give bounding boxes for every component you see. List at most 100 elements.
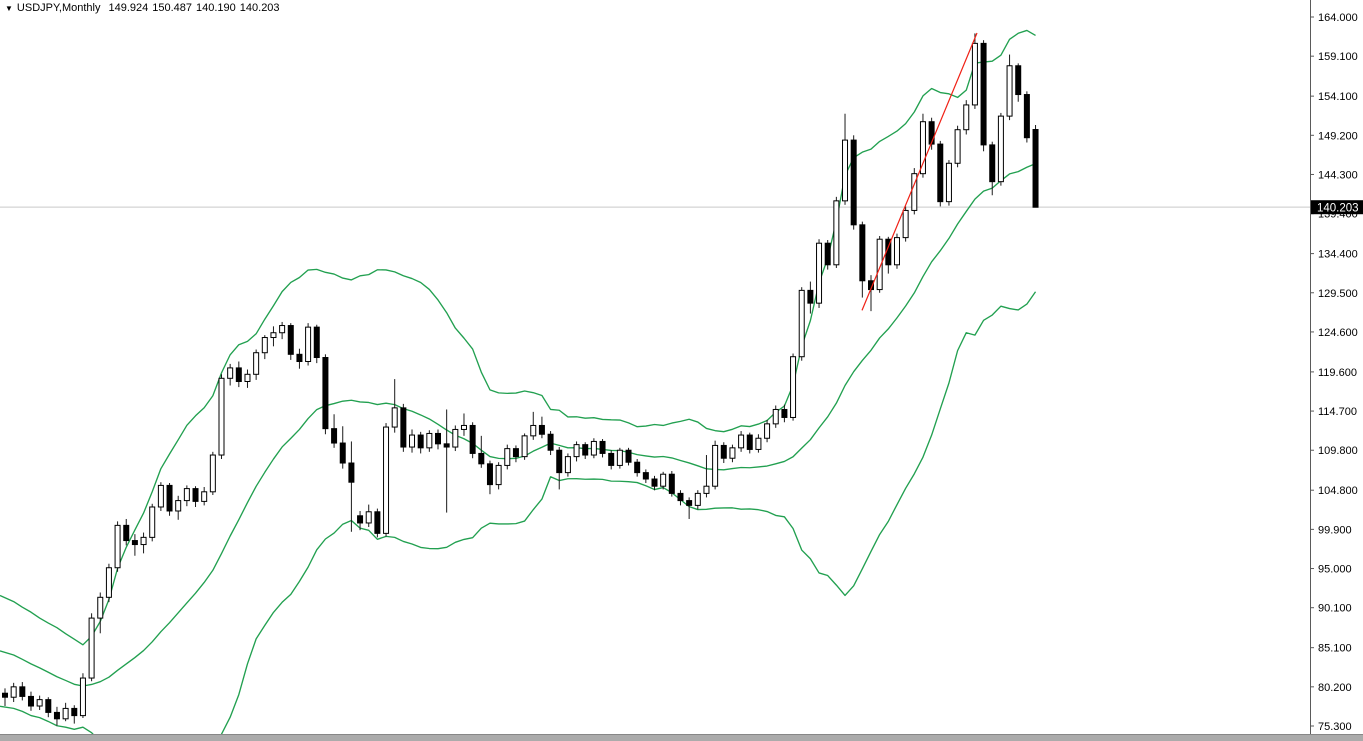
candle-down (1015, 65, 1022, 96)
candle-up (383, 426, 390, 534)
candle-up (79, 677, 86, 717)
price-axis-label: 164.000 (1318, 12, 1358, 24)
candle-up (97, 596, 104, 619)
candle-up (790, 356, 797, 418)
candle-up (279, 325, 286, 334)
candle-down (166, 484, 173, 512)
candle-down (53, 711, 60, 720)
price-axis-label: 104.800 (1318, 485, 1358, 497)
price-axis-label: 75.300 (1318, 721, 1352, 733)
candle-up (504, 448, 511, 466)
candle-up (919, 121, 926, 175)
candle-down (807, 289, 814, 304)
candle-down (608, 452, 615, 466)
ohlc-open: 149.924 (108, 2, 149, 14)
candle-up (842, 139, 849, 202)
candle-up (201, 491, 208, 502)
current-price-badge-bg (1311, 200, 1363, 215)
candle-down (2, 692, 8, 698)
candle-down (582, 444, 589, 456)
ohlc-low: 140.190 (196, 2, 236, 14)
candle-up (876, 238, 883, 291)
candle-up (1006, 65, 1013, 117)
candle-up (261, 337, 268, 354)
price-axis-label: 154.100 (1318, 91, 1358, 103)
candle-down (348, 462, 355, 483)
candle-up (218, 377, 225, 456)
candle-down (123, 524, 130, 542)
bollinger-upper-line (0, 29, 1036, 646)
candle-down (746, 434, 753, 450)
price-axis-label: 129.500 (1318, 288, 1358, 300)
bollinger-lower-line (0, 291, 1037, 741)
candle-up (902, 209, 909, 239)
candle-down (417, 434, 424, 449)
candle-up (409, 434, 416, 448)
candle-up (253, 352, 260, 375)
candle-up (772, 408, 779, 425)
candle-down (634, 461, 641, 474)
price-axis-label: 134.400 (1318, 249, 1358, 261)
candle-up (10, 686, 17, 698)
current-price-badge-text: 140.203 (1317, 203, 1359, 215)
candle-up (963, 104, 970, 131)
candle-up (175, 500, 182, 512)
candle-up (660, 473, 667, 487)
dropdown-triangle-icon: ▼ (5, 3, 13, 13)
candle-up (893, 237, 900, 266)
price-axis-label: 109.800 (1318, 445, 1358, 457)
candle-down (287, 325, 294, 355)
price-axis-label: 95.000 (1318, 564, 1352, 576)
candle-up (305, 326, 312, 363)
candles-layer (2, 33, 1039, 726)
current-price-badge: 140.203 (1311, 200, 1363, 215)
candle-down (677, 492, 684, 502)
candle-up (105, 567, 112, 598)
candle-down (1023, 94, 1030, 139)
price-axis-label: 149.200 (1318, 130, 1358, 142)
candle-down (435, 432, 441, 445)
candle-down (824, 242, 831, 266)
ohlc-high: 150.487 (152, 2, 193, 14)
candle-down (357, 515, 364, 524)
price-axis[interactable]: 164.000159.100154.100149.200144.300139.4… (1310, 0, 1358, 734)
candle-up (712, 444, 719, 487)
candle-up (114, 524, 121, 569)
candle-down (478, 452, 485, 465)
symbol-period-label: USDJPY,Monthly (16, 2, 101, 14)
chart-bottom-bar[interactable] (0, 734, 1363, 741)
candle-down (937, 143, 944, 203)
candle-down (45, 699, 52, 713)
candle-down (296, 353, 303, 363)
candle-up (833, 200, 840, 266)
candle-up (573, 444, 580, 458)
candle-down (859, 224, 866, 282)
candle-up (764, 423, 771, 439)
candle-up (270, 332, 277, 339)
symbol-title: ▼ USDJPY,Monthly 149.924 150.487 140.190… (5, 2, 280, 14)
candle-down (599, 440, 606, 454)
candle-down (331, 428, 338, 444)
candle-down (486, 463, 493, 486)
candle-up (157, 484, 164, 508)
price-axis-label: 114.700 (1318, 406, 1357, 418)
candle-down (720, 444, 727, 459)
bollinger-middle-line (0, 162, 1036, 687)
candle-down (989, 144, 996, 183)
candle-up (530, 424, 537, 437)
price-axis-label: 90.100 (1318, 603, 1352, 615)
trendline-object[interactable] (861, 32, 978, 311)
candle-up (798, 289, 805, 358)
candle-up (183, 488, 190, 502)
candle-down (668, 473, 675, 494)
candle-down (71, 707, 78, 717)
candle-down (642, 472, 649, 480)
candle-up (564, 456, 571, 474)
candle-down (625, 449, 632, 463)
candle-up (997, 115, 1004, 183)
candle-down (443, 443, 450, 448)
candle-up (426, 432, 433, 449)
candle-down (980, 42, 987, 146)
candle-down (547, 433, 554, 451)
